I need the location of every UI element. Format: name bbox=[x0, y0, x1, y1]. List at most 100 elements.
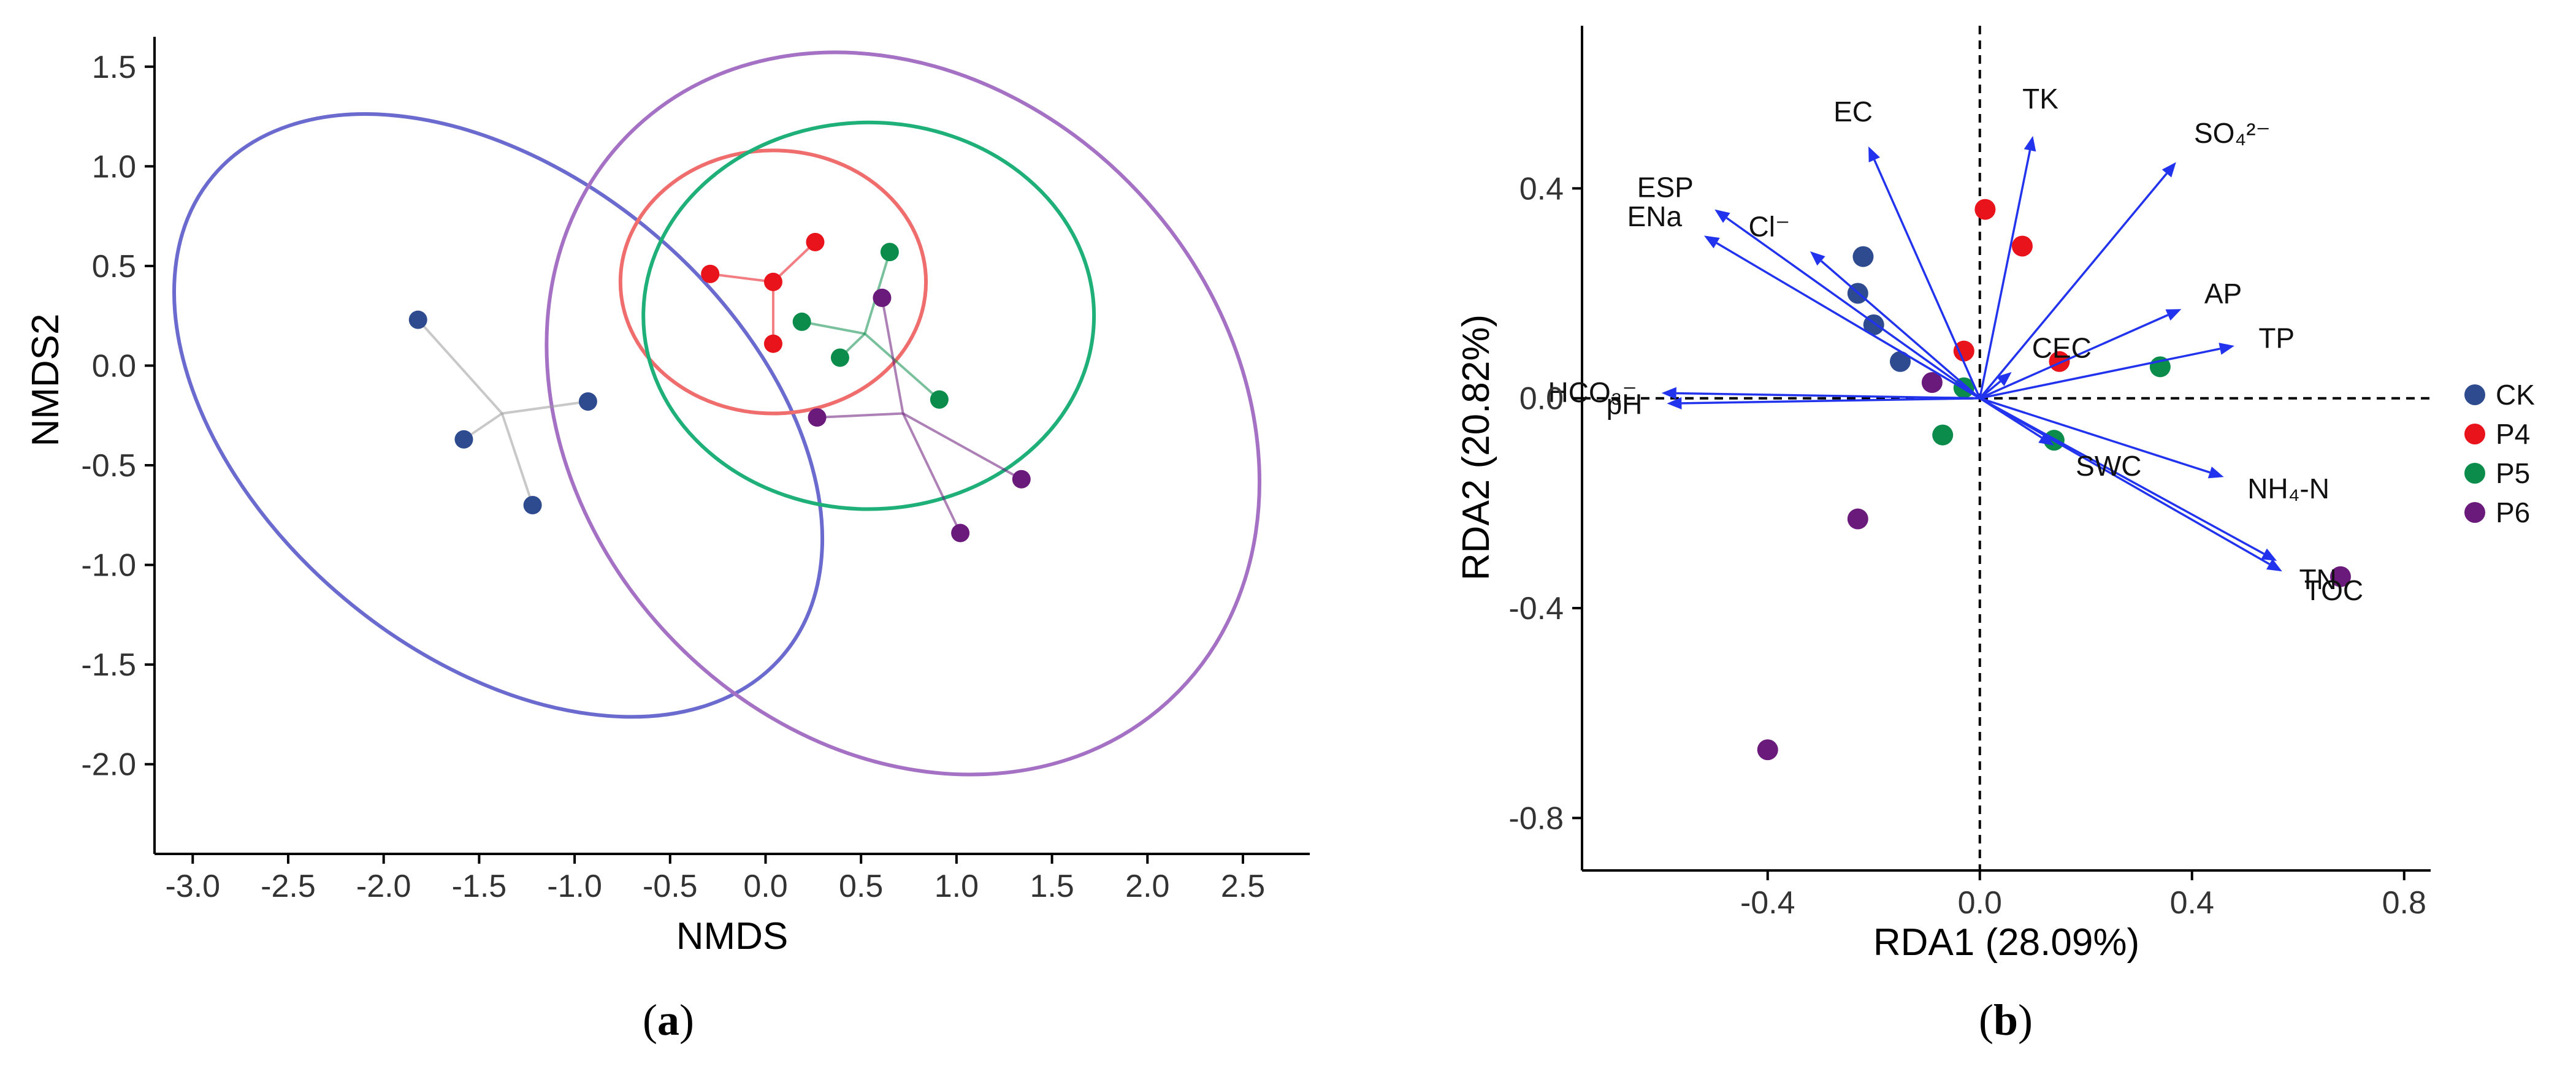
rda-vector-cec-arrowhead bbox=[1996, 371, 2012, 386]
rda-vector-esp-arrowhead bbox=[1714, 209, 1730, 223]
nmds-spider-line-p6 bbox=[817, 412, 903, 419]
nmds-spider-line-p6 bbox=[902, 412, 1022, 481]
rda-vector-cl-label: Cl⁻ bbox=[1749, 210, 1791, 242]
nmds-x-tick-label: -0.5 bbox=[643, 869, 698, 904]
rda-point-p6 bbox=[2329, 566, 2351, 587]
nmds-spider-line-p4 bbox=[772, 241, 816, 283]
panel-a-letter: a bbox=[657, 996, 679, 1045]
nmds-spider-line-p6 bbox=[901, 413, 961, 534]
rda-point-ck bbox=[1890, 351, 1911, 372]
rda-vector-so-label: SO₄²⁻ bbox=[2194, 117, 2271, 149]
rda-point-p4 bbox=[2011, 235, 2033, 257]
rda-vector-ec-arrow bbox=[1873, 159, 1981, 399]
rda-x-tick-label: 0.4 bbox=[2170, 885, 2214, 921]
rda-vector-nhn-arrowhead bbox=[2207, 466, 2224, 479]
rda-vector-cec-label: CEC bbox=[2032, 332, 2092, 364]
rda-y-tick-label: 0.4 bbox=[1519, 171, 1564, 207]
nmds-y-tick-label: 1.5 bbox=[92, 50, 136, 85]
rda-vector-ec-label: EC bbox=[1833, 96, 1873, 128]
rda-point-ck bbox=[1852, 246, 1874, 267]
rda-y-axis-label: RDA2 (20.82%) bbox=[1455, 314, 1497, 581]
rda-vector-so-arrowhead bbox=[2161, 162, 2176, 178]
rda-x-ticks: -0.4 0.0 0.4 0.8 bbox=[1740, 870, 2426, 921]
nmds-y-tick-label: -2.0 bbox=[81, 747, 136, 783]
rda-vector-swc-label: SWC bbox=[2076, 450, 2141, 482]
nmds-point-p6 bbox=[808, 408, 827, 427]
nmds-x-tick-label: 1.0 bbox=[934, 869, 979, 904]
rda-vector-ap-arrowhead bbox=[2165, 309, 2182, 321]
nmds-y-axis-label: NMDS2 bbox=[25, 313, 67, 446]
rda-vector-cec-arrow bbox=[1979, 380, 2001, 400]
rda-vector-toc-label: TOC bbox=[2304, 574, 2363, 606]
rda-legend-label-p4: P4 bbox=[2496, 418, 2530, 450]
rda-vector-tn-label: TN bbox=[2299, 563, 2336, 595]
rda-vector-nhn-label: NH₄-N bbox=[2247, 473, 2329, 504]
rda-vector-hco-label: HCO₃⁻ bbox=[1548, 376, 1637, 408]
nmds-x-axis-label: NMDS bbox=[676, 915, 789, 957]
rda-legend-swatch-ck bbox=[2464, 384, 2485, 405]
rda-legend-swatch-p6 bbox=[2464, 502, 2485, 523]
rda-legend-swatch-p4 bbox=[2464, 424, 2485, 444]
rda-vector-esp-arrow bbox=[1726, 217, 1981, 400]
rda-vector-ena-arrowhead bbox=[1703, 235, 1720, 249]
nmds-y-tick-label: -0.5 bbox=[81, 448, 136, 484]
nmds-point-ck bbox=[454, 430, 473, 449]
rda-vector-swc-arrowhead bbox=[2038, 432, 2054, 446]
rda-vector-tk-arrow bbox=[1979, 150, 2031, 399]
nmds-point-p5 bbox=[792, 312, 811, 331]
nmds-point-p4 bbox=[701, 264, 720, 283]
nmds-x-tick-label: 0.0 bbox=[743, 869, 787, 904]
nmds-panel: -3.0 -2.5 -2.0 -1.5 -1.0 -0.5 0.0 0.5 1.0 1.5 2.0 2… bbox=[25, 37, 1310, 1045]
nmds-spider-lines bbox=[417, 241, 1022, 534]
nmds-ellipse-ck bbox=[172, 112, 824, 719]
nmds-point-p6 bbox=[951, 523, 970, 543]
rda-vector-tp-label: TP bbox=[2258, 322, 2295, 354]
rda-vector-esp-label: ESP bbox=[1637, 172, 1694, 204]
panel-b-label: (b) bbox=[1979, 996, 2033, 1045]
nmds-x-tick-label: -1.5 bbox=[452, 869, 507, 904]
rda-panel: EC TK SO₄²⁻ ESP Cl⁻ ENa AP CEC TP HCO₃⁻pH SWC NH₄-N… bbox=[1455, 26, 2535, 1045]
rda-vector-labels: EC TK SO₄²⁻ ESP Cl⁻ ENa AP CEC TP HCO₃⁻pH SWC NH₄-N… bbox=[1548, 83, 2364, 606]
nmds-spider-line-p4 bbox=[709, 272, 774, 283]
nmds-x-tick-label: -1.0 bbox=[547, 869, 602, 904]
rda-vector-tn-arrowhead bbox=[2261, 548, 2277, 562]
rda-y-tick-label: -0.8 bbox=[1508, 801, 1564, 836]
nmds-point-ck bbox=[523, 496, 542, 515]
nmds-spider-line-p6 bbox=[881, 297, 904, 414]
rda-axes bbox=[1581, 26, 2431, 872]
rda-vector-ena-label: ENa bbox=[1627, 200, 1683, 232]
nmds-point-p4 bbox=[763, 334, 782, 353]
rda-vector-hco-arrow bbox=[1676, 392, 1980, 400]
rda-vector-cl-arrowhead bbox=[1810, 251, 1825, 266]
rda-vector-tp-arrow bbox=[1979, 348, 2220, 400]
rda-vector-ena-arrow bbox=[1716, 242, 1981, 400]
nmds-ellipse-p4 bbox=[618, 148, 928, 416]
nmds-point-p4 bbox=[763, 272, 782, 291]
nmds-x-tick-label: 2.0 bbox=[1125, 869, 1169, 904]
panel-b-letter: b bbox=[1993, 996, 2018, 1045]
nmds-ellipses bbox=[172, 50, 1262, 777]
nmds-axes bbox=[153, 37, 1310, 855]
rda-vector-ph-label: pH bbox=[1607, 388, 1643, 420]
rda-vector-toc-arrowhead bbox=[2266, 558, 2282, 572]
nmds-point-p5 bbox=[880, 243, 899, 262]
rda-vector-nhn-arrow bbox=[1979, 397, 2211, 474]
rda-point-p6 bbox=[1757, 739, 1778, 761]
rda-vector-ap-label: AP bbox=[2204, 278, 2242, 310]
nmds-point-p5 bbox=[830, 348, 849, 367]
nmds-x-tick-label: -2.5 bbox=[261, 869, 316, 904]
nmds-point-p6 bbox=[873, 288, 892, 307]
nmds-point-p4 bbox=[806, 232, 825, 251]
nmds-spider-line-p5 bbox=[864, 332, 941, 401]
nmds-spider-line-ck bbox=[502, 400, 589, 415]
nmds-y-tick-label: 0.5 bbox=[92, 249, 136, 284]
rda-vector-cl-arrow bbox=[1820, 260, 1981, 400]
nmds-point-ck bbox=[578, 392, 597, 411]
nmds-point-p6 bbox=[1012, 470, 1031, 489]
nmds-y-tick-label: -1.0 bbox=[81, 548, 136, 584]
rda-legend-label-p6: P6 bbox=[2496, 497, 2530, 528]
rda-legend-label-p5: P5 bbox=[2496, 457, 2530, 489]
rda-env-vectors bbox=[1661, 135, 2282, 572]
rda-zero-lines bbox=[1582, 26, 2431, 870]
